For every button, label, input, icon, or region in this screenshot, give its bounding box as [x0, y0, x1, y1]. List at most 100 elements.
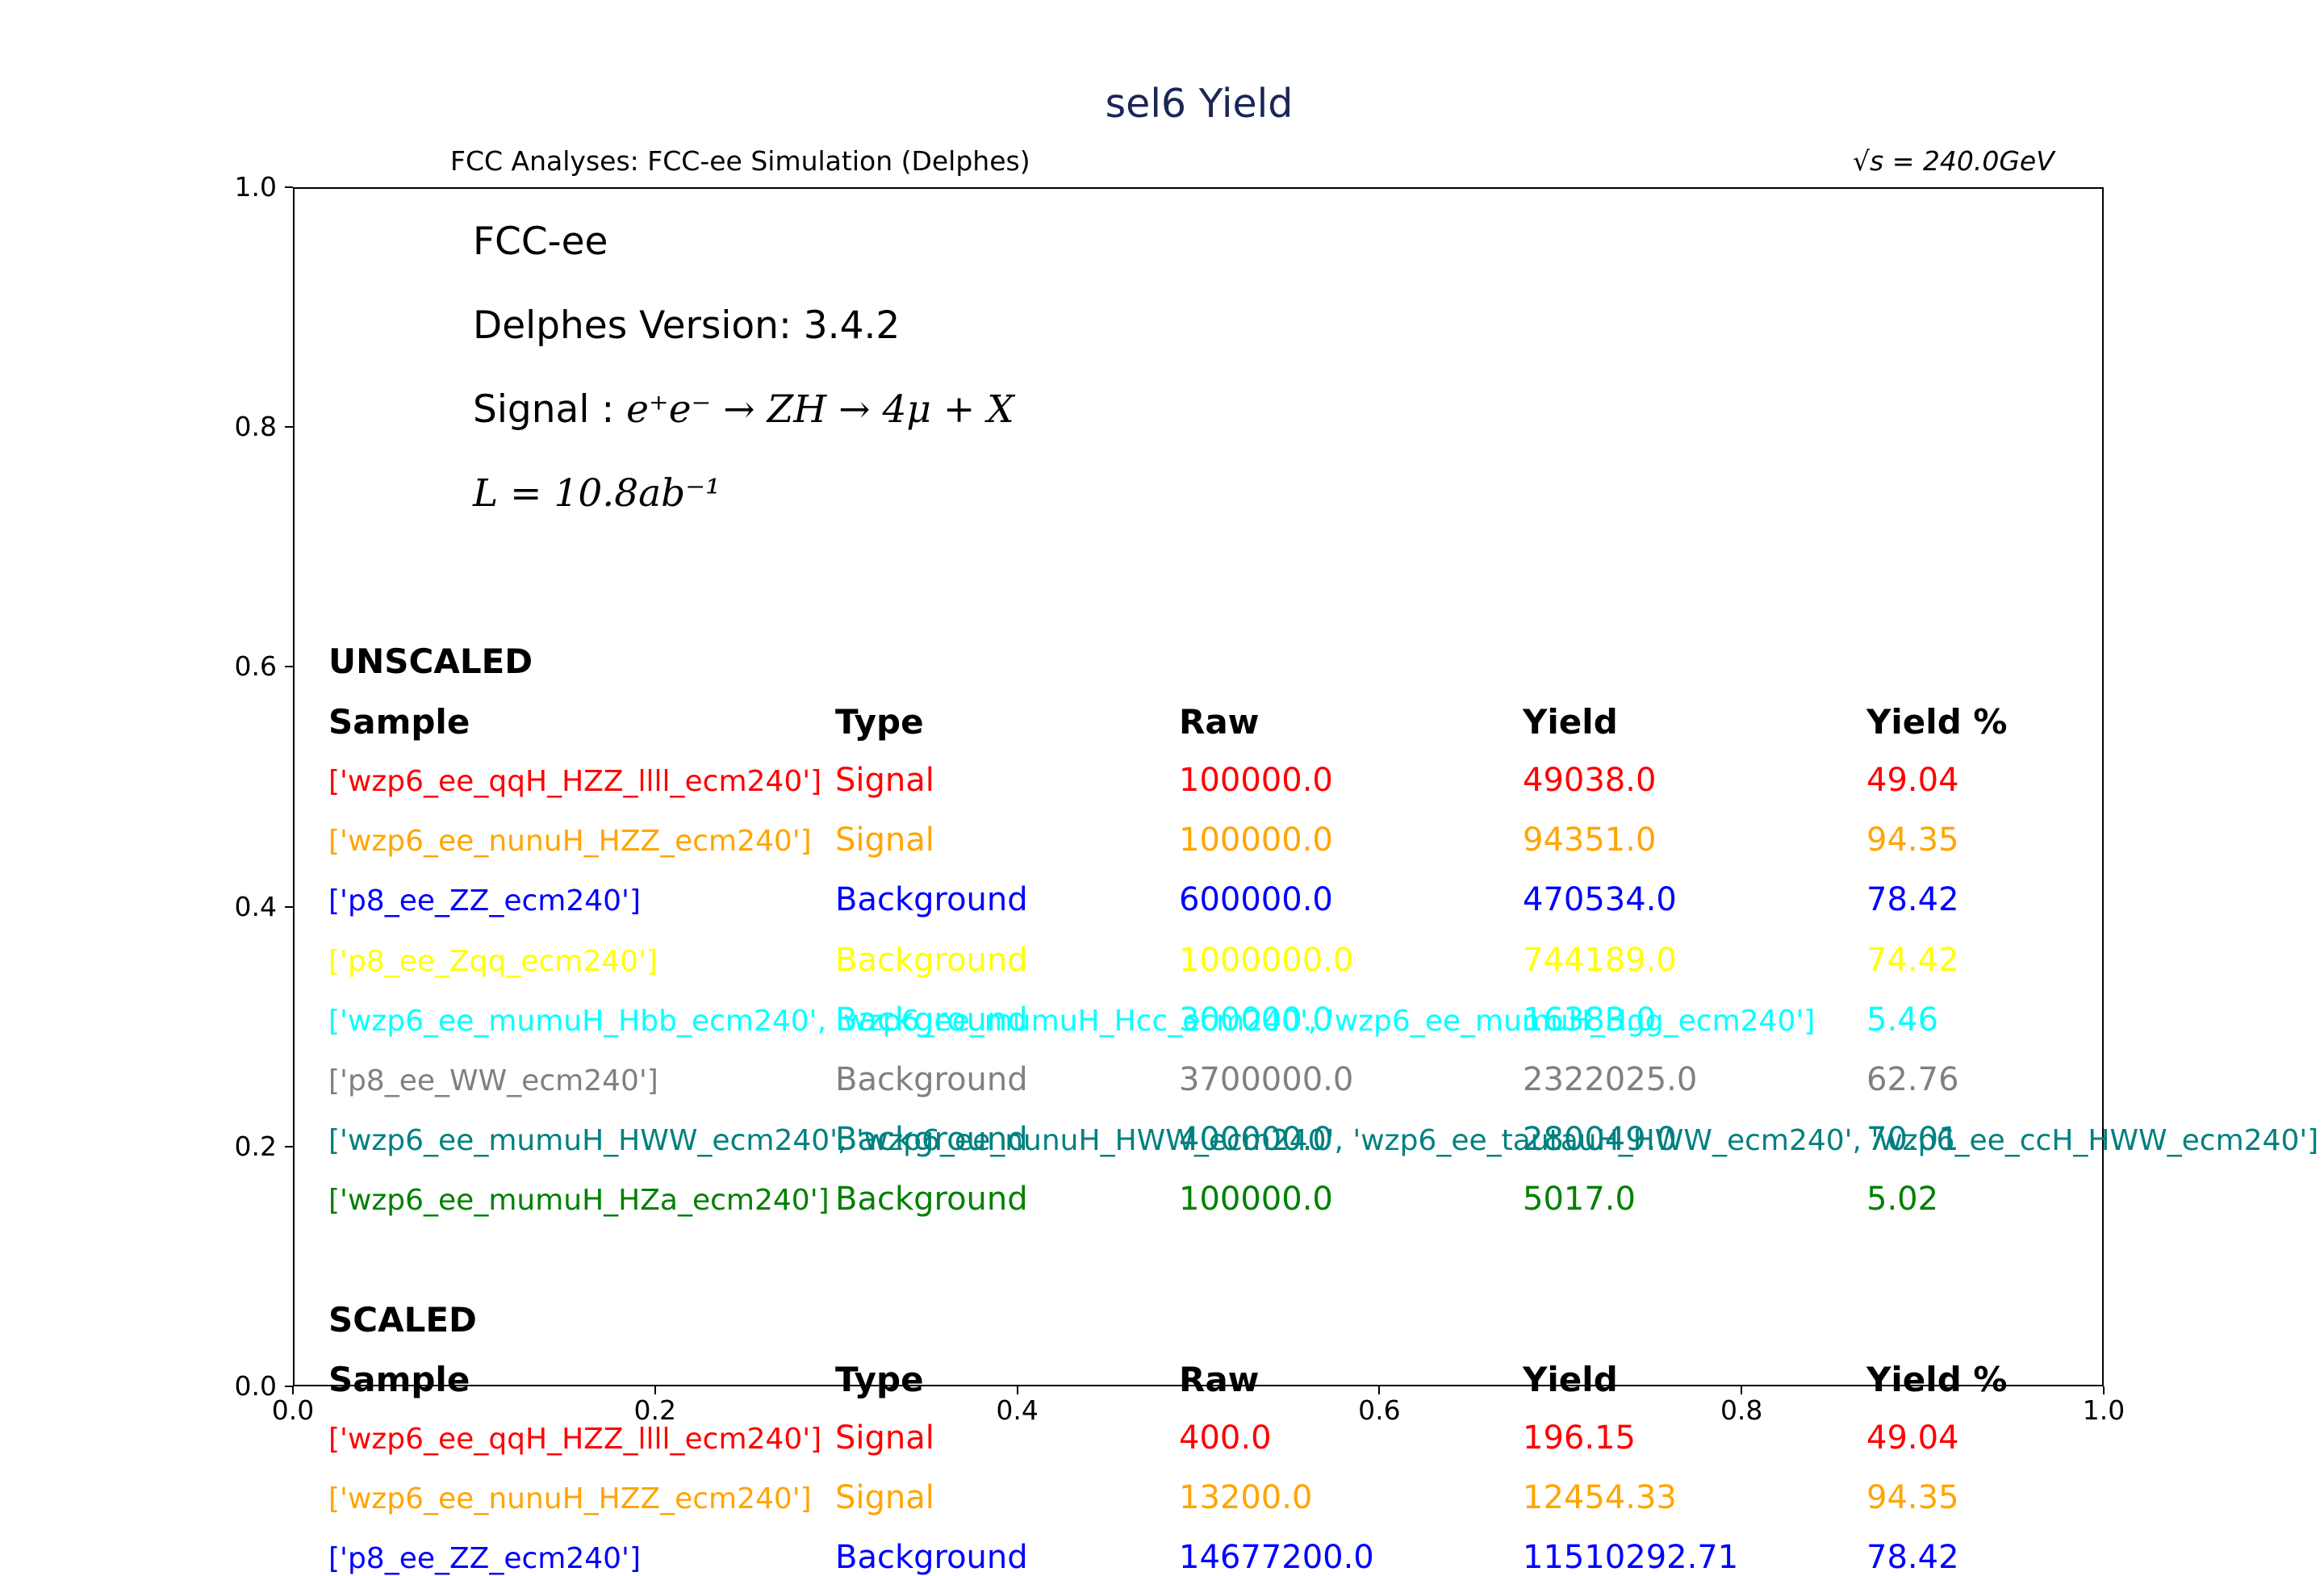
column-header-sample: Sample — [328, 1360, 470, 1399]
scaled-heading: SCALED — [328, 1300, 477, 1340]
cell-sample: ['wzp6_ee_qqH_HZZ_llll_ecm240'] — [328, 765, 822, 798]
cell-type: Background — [835, 941, 1028, 979]
luminosity-value: L = 10.8ab⁻¹ — [473, 471, 721, 516]
cell-yield: 12454.33 — [1523, 1479, 1677, 1517]
unscaled-heading: UNSCALED — [328, 642, 533, 681]
cell-type: Background — [835, 1181, 1028, 1219]
x-tick-mark — [654, 1386, 656, 1394]
cell-yield: 744189.0 — [1523, 941, 1677, 979]
column-header-sample: Sample — [328, 702, 470, 742]
cell-sample: ['p8_ee_ZZ_ecm240'] — [328, 884, 641, 918]
column-header-type: Type — [835, 1360, 924, 1399]
chart-subtitle-left: FCC Analyses: FCC-ee Simulation (Delphes… — [450, 145, 1030, 177]
cell-type: Signal — [835, 1479, 934, 1517]
cell-type: Background — [835, 1539, 1028, 1576]
x-tick-label: 1.0 — [2082, 1394, 2125, 1426]
column-header-pct: Yield % — [1866, 1360, 2008, 1399]
y-tick-mark — [285, 905, 293, 908]
cell-raw: 600000.0 — [1179, 881, 1333, 919]
cell-sample: ['wzp6_ee_mumuH_HZa_ecm240'] — [328, 1184, 830, 1218]
y-tick-label: 0.2 — [234, 1130, 277, 1162]
cell-type: Background — [835, 1121, 1028, 1159]
cell-pct: 74.42 — [1866, 941, 1959, 979]
cell-yield: 16383.0 — [1523, 1001, 1657, 1039]
x-tick-mark — [1016, 1386, 1018, 1394]
cell-pct: 5.02 — [1866, 1181, 1939, 1219]
cell-pct: 49.04 — [1866, 762, 1959, 799]
column-header-raw: Raw — [1179, 702, 1260, 742]
cell-yield: 2322025.0 — [1523, 1061, 1698, 1098]
cell-type: Background — [835, 881, 1028, 919]
cell-pct: 5.46 — [1866, 1001, 1939, 1039]
cell-yield: 196.15 — [1523, 1419, 1636, 1457]
column-header-raw: Raw — [1179, 1360, 1260, 1399]
x-tick-label: 0.0 — [271, 1394, 315, 1426]
cell-raw: 400000.0 — [1179, 1121, 1333, 1159]
cell-raw: 1000000.0 — [1179, 941, 1354, 979]
cell-pct: 78.42 — [1866, 881, 1959, 919]
x-tick-mark — [2103, 1386, 2105, 1394]
cell-raw: 100000.0 — [1179, 1181, 1333, 1219]
cell-pct: 62.76 — [1866, 1061, 1959, 1098]
x-tick-label: 0.8 — [1720, 1394, 1763, 1426]
collider-label: FCC-ee — [473, 219, 608, 264]
cell-pct: 78.42 — [1866, 1539, 1959, 1576]
column-header-yield: Yield — [1523, 1360, 1618, 1399]
signal-description: Signal : e⁺e⁻ → ZH → 4μ + X — [473, 387, 1014, 432]
y-tick-label: 1.0 — [234, 171, 277, 203]
cell-type: Signal — [835, 1419, 934, 1457]
y-tick-mark — [285, 1386, 293, 1387]
y-tick-label: 0.4 — [234, 890, 277, 922]
cell-pct: 94.35 — [1866, 1479, 1959, 1517]
cell-sample: ['p8_ee_WW_ecm240'] — [328, 1064, 658, 1097]
cell-type: Background — [835, 1001, 1028, 1039]
cell-type: Signal — [835, 821, 934, 859]
cell-raw: 100000.0 — [1179, 762, 1333, 799]
column-header-yield: Yield — [1523, 702, 1618, 742]
cell-sample: ['wzp6_ee_mumuH_HWW_ecm240', 'wzp6_ee_nu… — [328, 1124, 2319, 1158]
cell-sample: ['p8_ee_Zqq_ecm240'] — [328, 944, 658, 978]
cell-raw: 100000.0 — [1179, 821, 1333, 859]
column-header-type: Type — [835, 702, 924, 742]
cell-pct: 94.35 — [1866, 821, 1959, 859]
cell-sample: ['wzp6_ee_mumuH_Hbb_ecm240', 'wzp6_ee_mu… — [328, 1004, 1816, 1038]
cell-raw: 3700000.0 — [1179, 1061, 1354, 1098]
x-tick-label: 0.2 — [633, 1394, 677, 1426]
signal-process: e⁺e⁻ → ZH → 4μ + X — [626, 387, 1014, 432]
cell-type: Background — [835, 1061, 1028, 1098]
luminosity: L = 10.8ab⁻¹ — [473, 471, 721, 516]
y-tick-label: 0.8 — [234, 411, 277, 443]
x-tick-label: 0.6 — [1358, 1394, 1401, 1426]
y-tick-label: 0.0 — [234, 1370, 277, 1402]
cell-sample: ['wzp6_ee_qqH_HZZ_llll_ecm240'] — [328, 1423, 822, 1456]
cell-type: Signal — [835, 762, 934, 799]
delphes-version: Delphes Version: 3.4.2 — [473, 303, 901, 348]
x-tick-label: 0.4 — [996, 1394, 1039, 1426]
cell-yield: 280049.0 — [1523, 1121, 1677, 1159]
cell-yield: 94351.0 — [1523, 821, 1657, 859]
y-tick-mark — [285, 426, 293, 428]
cell-sample: ['wzp6_ee_nunuH_HZZ_ecm240'] — [328, 1482, 812, 1516]
cell-raw: 14677200.0 — [1179, 1539, 1374, 1576]
chart-subtitle-right: √s = 240.0GeV — [1853, 145, 2054, 177]
cell-yield: 11510292.71 — [1523, 1539, 1739, 1576]
cell-yield: 470534.0 — [1523, 881, 1677, 919]
y-tick-mark — [285, 666, 293, 668]
y-tick-mark — [285, 186, 293, 188]
cell-raw: 300000.0 — [1179, 1001, 1333, 1039]
cell-sample: ['wzp6_ee_nunuH_HZZ_ecm240'] — [328, 825, 812, 859]
y-tick-label: 0.6 — [234, 650, 277, 683]
signal-prefix: Signal : — [473, 387, 627, 432]
x-tick-mark — [1741, 1386, 1743, 1394]
cell-pct: 70.01 — [1866, 1121, 1959, 1159]
cell-raw: 400.0 — [1179, 1419, 1272, 1457]
cell-yield: 5017.0 — [1523, 1181, 1636, 1219]
x-tick-mark — [1378, 1386, 1381, 1394]
cell-raw: 13200.0 — [1179, 1479, 1313, 1517]
plot-area — [293, 187, 2104, 1386]
cell-yield: 49038.0 — [1523, 762, 1657, 799]
x-tick-mark — [292, 1386, 294, 1394]
cell-pct: 49.04 — [1866, 1419, 1959, 1457]
cell-sample: ['p8_ee_ZZ_ecm240'] — [328, 1542, 641, 1576]
chart-title: sel6 Yield — [1105, 81, 1294, 127]
